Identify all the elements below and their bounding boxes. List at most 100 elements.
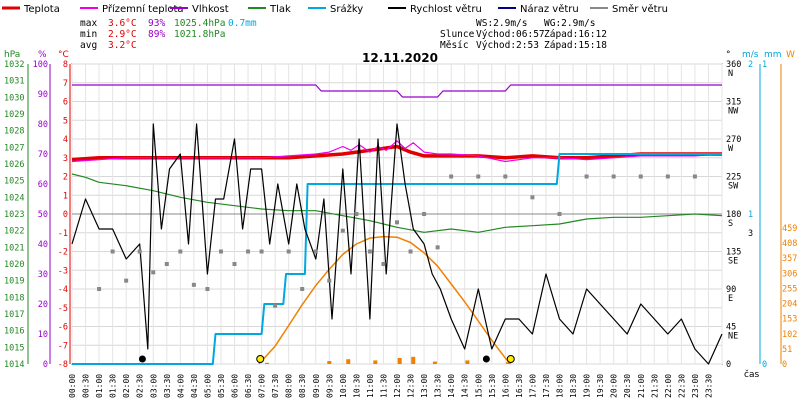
rain-bar [265,362,269,364]
legend-item-rychlost-vetru: Rychlost větru [388,3,482,15]
axis-tick-w: 102 [782,330,797,340]
stats-max-temp: 3.6°C [108,18,137,29]
axis-tick-w: 51 [782,345,792,355]
left-axes: 1032103110301029102810271026102510241023… [4,60,71,370]
sun-label: Slunce [440,29,475,40]
axis-tick-degree: 225 [726,173,741,183]
axis-tick-percent: 10 [38,330,48,340]
wind-direction-point [422,212,427,216]
axis-tick-time: 04:00 [176,374,185,398]
axis-tick-degree: 270 [726,135,741,145]
axis-tick-w: 459 [782,224,797,234]
axis-tick-time: 11:00 [366,374,375,398]
axis-tick-time: 17:30 [542,374,551,398]
moonset-marker [482,355,490,363]
rain-bar [506,362,511,364]
axis-tick-time: 07:30 [271,374,280,398]
wind-direction-point [218,249,223,254]
axis-tick-ms: 2 [748,60,753,70]
axis-tick-degree: 315 [726,98,741,108]
axis-tick-percent: 60 [38,180,48,190]
axis-tick-celsius: 1 [63,191,68,201]
axis-tick-degree: 45 [726,323,736,333]
wind-direction-point [327,278,332,283]
axis-tick-w: 306 [782,269,797,279]
axis-tick-time: 14:00 [447,374,456,398]
wind-direction-point [449,174,454,179]
series-line-solar [258,235,512,365]
axis-tick-celsius: 0 [63,210,68,220]
axis-tick-time: 11:30 [379,374,388,398]
axis-tick-time: 21:00 [637,374,646,398]
axis-tick-hpa: 1017 [4,310,24,320]
wind-direction-point [584,174,589,179]
axis-tick-degree: 360 [726,60,741,70]
axis-tick-hpa: 1029 [4,110,24,120]
right-axes: 360N315NW270W225SW180S135SE90E45NE010213… [726,60,797,370]
axis-tick-time: 12:00 [393,374,402,398]
axis-tick-time: 00:30 [82,374,91,398]
wind-direction-point [178,249,183,254]
axis-tick-time: 18:00 [556,374,565,398]
wind-direction-point [503,174,508,179]
axis-tick-time: 01:30 [109,374,118,398]
axis-tick-percent: 40 [38,240,48,250]
legend-label: Směr větru [612,3,668,15]
axis-tick-celsius: -2 [58,248,68,258]
axis-tick-hpa: 1015 [4,343,24,353]
axis-unit-ms: m/s [742,50,759,60]
axis-tick-hpa: 1021 [4,243,24,253]
axis-tick-direction: N [728,69,733,79]
wind-direction-point [286,249,291,254]
axis-tick-degree: 135 [726,248,741,258]
axis-tick-w: 255 [782,284,797,294]
wind-direction-point [395,220,399,225]
axis-tick-time: 22:00 [664,374,673,398]
axis-tick-celsius: 8 [63,60,68,70]
axis-tick-celsius: 6 [63,98,68,108]
axis-unit-degree: ° [726,50,731,60]
axis-tick-direction: S [728,219,733,229]
axis-tick-time: 13:00 [420,374,429,398]
axis-tick-hpa: 1032 [4,60,24,70]
axis-tick-time: 00:00 [68,374,77,398]
axis-unit-percent: % [38,50,47,60]
axis-tick-mm: 1 [762,60,767,70]
legend-item-naraz-vetru: Náraz větru [498,3,579,15]
legend-label: Přízemní teplota [102,3,184,15]
moonrise-marker [138,355,146,363]
wind-direction-point [665,174,670,179]
axis-tick-hpa: 1019 [4,277,24,287]
axis-tick-time: 19:00 [583,374,592,398]
legend-label: Vlhkost [192,4,229,15]
x-axis: 00:00 00:30 01:00 01:30 02:00 02:30 03:00 03:30… [68,374,713,398]
axis-tick-percent: 70 [38,150,48,160]
axis-tick-celsius: 5 [63,116,68,126]
axis-tick-hpa: 1023 [4,210,24,220]
axis-tick-mm: 0 [762,360,767,370]
stats-min-label: min [80,29,97,40]
axis-tick-hpa: 1016 [4,327,24,337]
legend-label: Náraz větru [520,3,579,15]
axis-tick-hpa: 1026 [4,160,24,170]
legend-label: Tlak [269,4,291,15]
axis-tick-direction: SW [728,182,739,192]
legend-item-vlhkost: Vlhkost [170,4,229,15]
axis-tick-time: 02:00 [122,374,131,398]
axis-tick-time: 01:00 [95,374,104,398]
axis-tick-time: 09:00 [312,374,321,398]
stats-avg-temp: 3.2°C [108,40,137,51]
stats-max-hum: 93% [148,18,165,29]
stats-max-press: 1025.4hPa [174,18,225,29]
series-line-rychlost-v-tru [71,123,723,365]
axis-tick-w: 0 [782,360,787,370]
legend-item-tlak: Tlak [248,4,291,15]
stats-min-press: 1021.8hPa [174,29,225,40]
axis-tick-degree: 180 [726,210,741,220]
wind-direction-point [367,249,372,254]
wind-direction-point [232,262,237,266]
axis-tick-hpa: 1030 [4,93,24,103]
wind-speed-summary: WS:2.9m/s [476,18,527,29]
axis-tick-time: 20:30 [623,374,632,398]
